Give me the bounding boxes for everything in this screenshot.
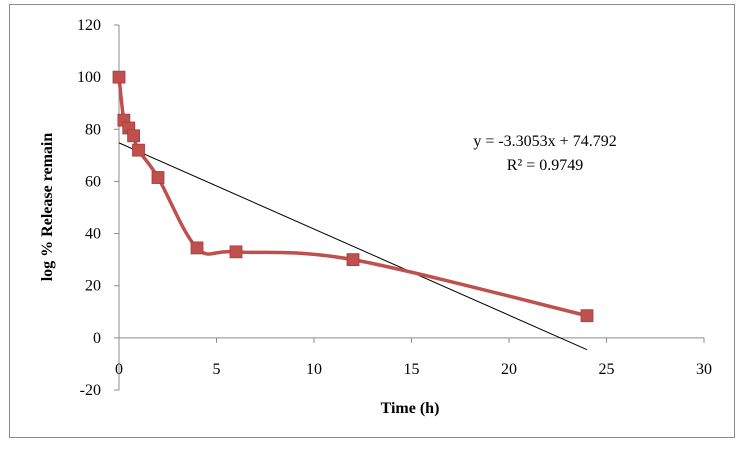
y-axis-title: log % Release remain	[39, 133, 56, 282]
data-point	[151, 171, 165, 184]
x-axis-title: Time (h)	[381, 400, 440, 417]
trendline-r-squared: R² = 0.9749	[507, 157, 584, 174]
x-tick-label: 30	[696, 361, 712, 378]
x-tick-label: 5	[213, 361, 221, 378]
x-tick-label: 0	[115, 361, 123, 378]
x-tick-label: 10	[306, 361, 322, 378]
y-tick-label: 20	[85, 278, 101, 295]
x-tick-label: 15	[404, 361, 420, 378]
y-tick-label: 40	[85, 226, 101, 243]
data-point	[127, 129, 141, 143]
y-tick-label: -20	[80, 382, 101, 399]
data-point	[190, 241, 204, 255]
x-tick-label: 20	[501, 361, 517, 378]
data-point	[346, 253, 360, 267]
data-point	[132, 143, 145, 157]
y-tick-label: 120	[77, 17, 101, 34]
series-line	[117, 76, 588, 318]
y-tick-label: 100	[77, 69, 101, 86]
y-tick-label: 0	[93, 330, 101, 347]
y-tick-labels: -20 0 20 40 60 80 100 120	[77, 17, 101, 399]
chart-frame	[9, 4, 735, 438]
data-markers	[112, 70, 594, 323]
data-point	[112, 70, 126, 84]
x-tick-label: 25	[599, 361, 615, 378]
x-axis	[118, 337, 705, 343]
y-tick-label: 80	[85, 121, 101, 138]
y-tick-label: 60	[85, 173, 101, 190]
data-series	[117, 76, 588, 318]
trendline	[118, 142, 588, 351]
data-point	[229, 245, 243, 259]
trendline-line	[118, 142, 588, 351]
data-point	[580, 309, 594, 323]
x-tick-labels: 0 5 10 15 20 25 30	[115, 361, 712, 378]
trendline-equation: y = -3.3053x + 74.792	[473, 133, 616, 150]
